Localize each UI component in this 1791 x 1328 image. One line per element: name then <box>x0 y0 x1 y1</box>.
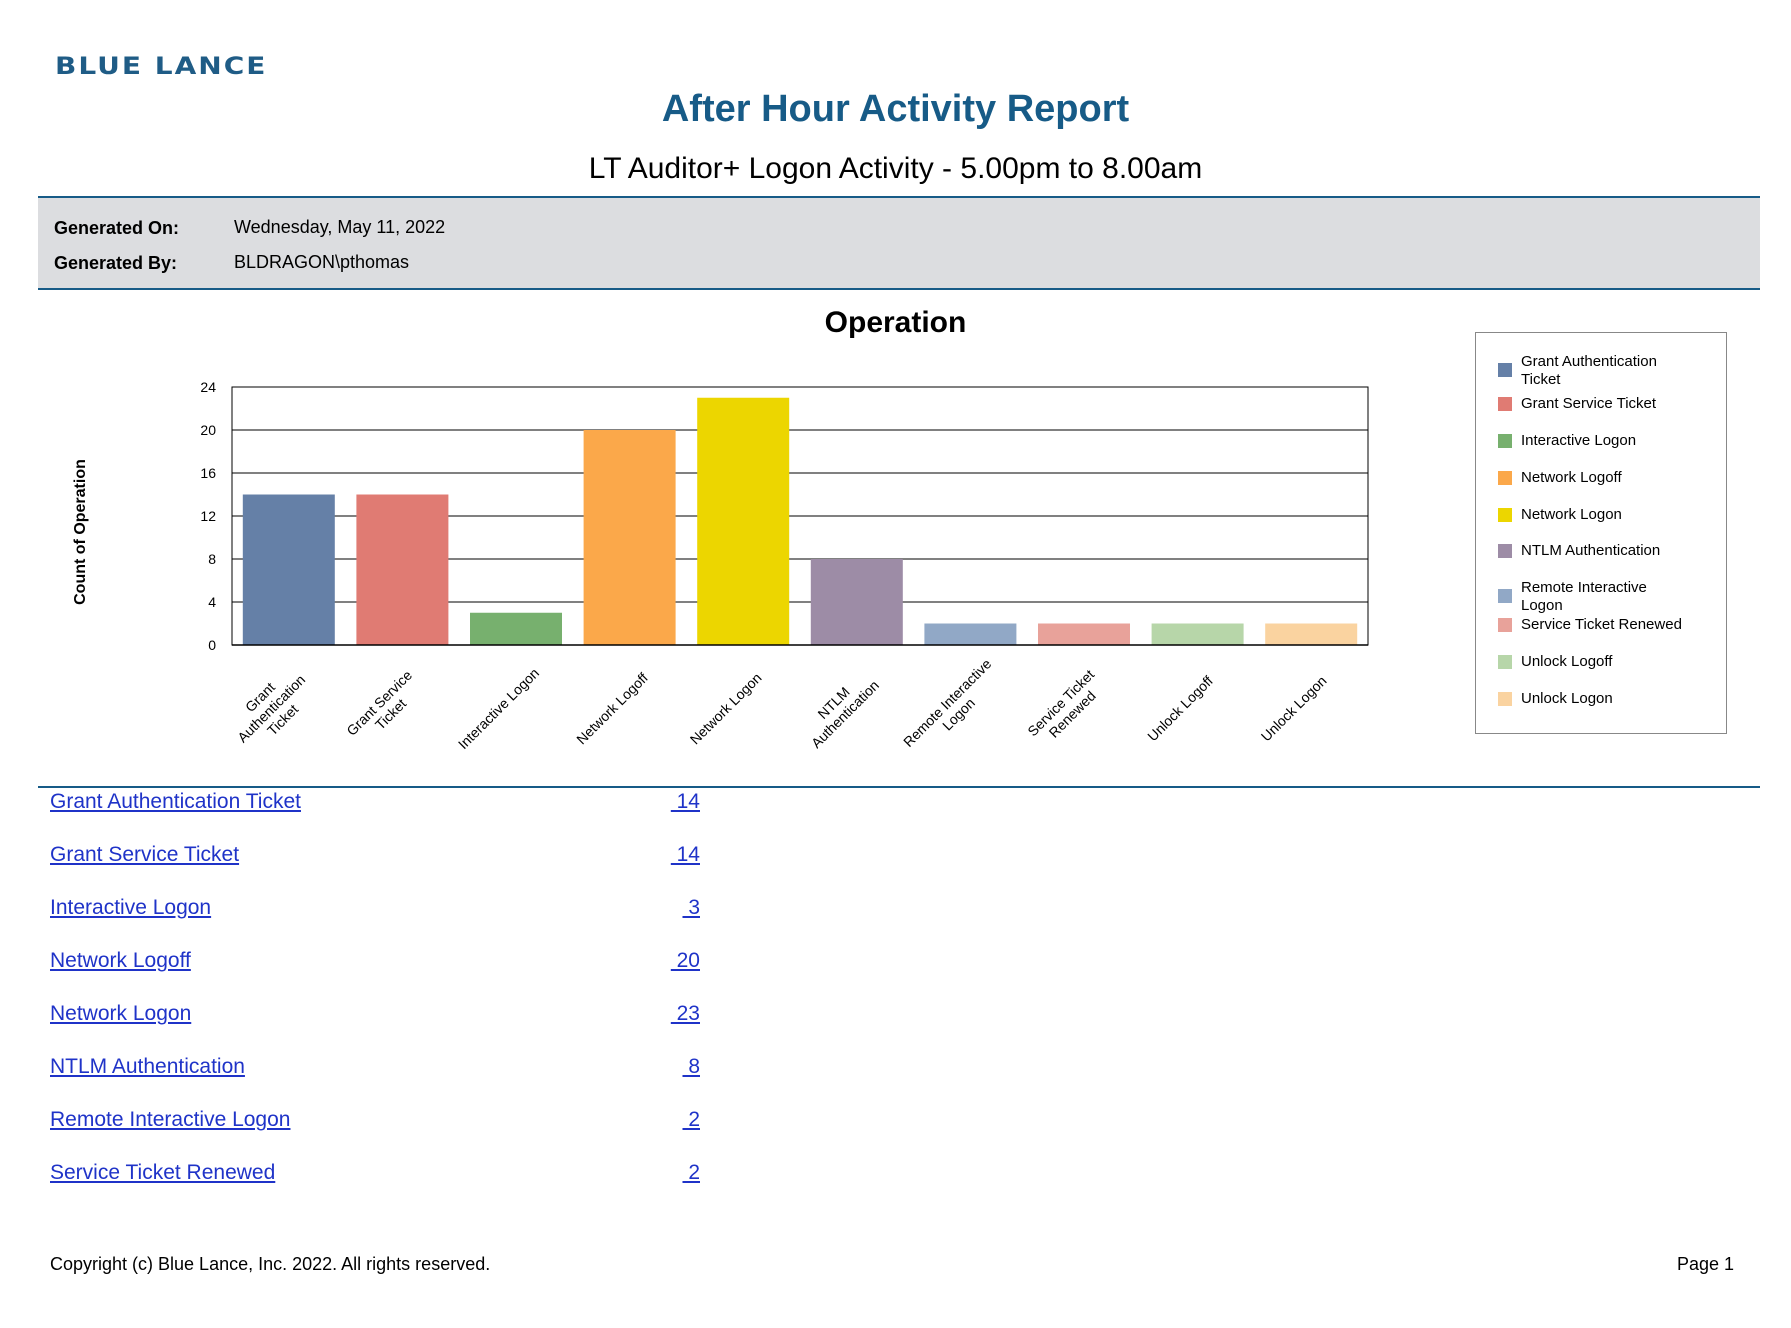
chart-title: Operation <box>824 306 967 339</box>
legend-label: Interactive Logon <box>1521 432 1637 449</box>
y-tick-label: 12 <box>200 508 216 524</box>
bar <box>1151 623 1244 645</box>
legend-label: Unlock Logon <box>1521 690 1613 707</box>
bar <box>810 559 903 645</box>
table-row: Network Logon 23 <box>50 1002 700 1032</box>
legend-label: Remote Interactive Logon <box>1521 579 1647 614</box>
bar <box>470 612 562 645</box>
legend-label: Network Logon <box>1521 506 1622 523</box>
table-row: Network Logoff 20 <box>50 949 700 979</box>
bar <box>924 623 1017 645</box>
footer-copyright: Copyright (c) Blue Lance, Inc. 2022. All… <box>50 1254 491 1274</box>
bar <box>583 430 676 645</box>
operation-count-link[interactable]: 14 <box>670 843 700 866</box>
operation-count-link[interactable]: 8 <box>682 1055 700 1078</box>
bar <box>356 494 449 645</box>
y-tick-label: 24 <box>200 379 216 395</box>
x-tick-label: Network Logoff <box>573 670 651 748</box>
bar <box>1265 623 1358 645</box>
bar <box>242 494 335 645</box>
table-row: NTLM Authentication 8 <box>50 1055 700 1085</box>
generated-on-label: Generated On: <box>54 218 180 238</box>
legend-label: Service Ticket Renewed <box>1521 616 1682 633</box>
bar <box>1038 623 1130 645</box>
x-tick-label: Grant ServiceTicket <box>343 667 426 750</box>
y-tick-label: 16 <box>200 465 216 481</box>
x-tick-label: Interactive Logon <box>455 665 542 752</box>
y-tick-label: 4 <box>208 594 216 610</box>
operation-count-link[interactable]: 20 <box>670 949 700 972</box>
legend-swatch <box>1498 397 1512 411</box>
x-tick-label: GrantAuthenticationTicket <box>223 660 320 757</box>
operation-link[interactable]: NTLM Authentication <box>50 1055 245 1078</box>
bar <box>697 397 790 645</box>
operation-count-link[interactable]: 3 <box>682 896 700 919</box>
operation-count-link[interactable]: 23 <box>670 1002 700 1025</box>
operation-link[interactable]: Interactive Logon <box>50 896 212 919</box>
table-row: Grant Authentication Ticket 14 <box>50 790 700 820</box>
blue-lance-logo: BLUE LANCE <box>55 52 268 81</box>
generated-on-value: Wednesday, May 11, 2022 <box>234 217 446 237</box>
x-tick-label: Network Logon <box>687 670 765 748</box>
x-tick-label: Remote InteractiveLogon <box>900 655 1006 761</box>
table-row: Service Ticket Renewed 2 <box>50 1161 700 1191</box>
generated-by-value: BLDRAGON\pthomas <box>234 252 410 272</box>
operation-count-link[interactable]: 14 <box>670 790 700 813</box>
legend-swatch <box>1498 363 1512 377</box>
operation-link[interactable]: Remote Interactive Logon <box>50 1108 291 1131</box>
legend-label: NTLM Authentication <box>1521 542 1661 559</box>
table-row: Interactive Logon 3 <box>50 896 700 926</box>
legend-swatch <box>1498 544 1512 558</box>
y-tick-label: 0 <box>208 637 216 653</box>
operation-link[interactable]: Network Logon <box>50 1002 192 1025</box>
legend-label: Network Logoff <box>1521 469 1622 486</box>
report-subtitle: LT Auditor+ Logon Activity - 5.00pm to 8… <box>588 152 1203 185</box>
x-tick-label: NTLMAuthentication <box>797 666 882 751</box>
y-axis-label: Count of Operation <box>72 459 89 605</box>
operation-count-link[interactable]: 2 <box>682 1161 700 1184</box>
operation-link[interactable]: Network Logoff <box>50 949 191 972</box>
operation-count-link[interactable]: 2 <box>682 1108 700 1131</box>
report-title: After Hour Activity Report <box>661 88 1130 130</box>
operation-bar-chart: 0 4 8 12 16 20 24 Count of Operation GrantAuthen… <box>72 379 1369 761</box>
operation-link[interactable]: Grant Service Ticket <box>50 843 240 866</box>
x-tick-label: Service TicketRenewed <box>1024 666 1108 750</box>
legend-swatch <box>1498 434 1512 448</box>
chart-legend: Grant Authentication Ticket Grant Service … <box>1475 332 1727 734</box>
x-tick-label: Unlock Logoff <box>1144 673 1216 745</box>
report-info-band: Generated On: Wednesday, May 11, 2022 Ge… <box>38 196 1760 290</box>
footer-page-number: Page 1 <box>1676 1254 1734 1274</box>
operation-link[interactable]: Grant Authentication Ticket <box>50 790 301 813</box>
y-tick-label: 20 <box>200 422 216 438</box>
legend-label: Grant Service Ticket <box>1521 395 1657 412</box>
section-divider <box>38 786 1760 788</box>
table-row: Remote Interactive Logon 2 <box>50 1108 700 1138</box>
x-tick-label: Unlock Logon <box>1258 673 1330 745</box>
legend-swatch <box>1498 508 1512 522</box>
legend-swatch <box>1498 589 1512 603</box>
generated-by-label: Generated By: <box>54 253 178 273</box>
legend-swatch <box>1498 618 1512 632</box>
operation-link[interactable]: Service Ticket Renewed <box>50 1161 276 1184</box>
legend-swatch <box>1498 655 1512 669</box>
y-tick-label: 8 <box>208 551 216 567</box>
legend-swatch <box>1498 692 1512 706</box>
legend-label: Unlock Logoff <box>1521 653 1613 670</box>
legend-label: Grant Authentication Ticket <box>1521 353 1657 388</box>
legend-swatch <box>1498 471 1512 485</box>
table-row: Grant Service Ticket 14 <box>50 843 700 873</box>
